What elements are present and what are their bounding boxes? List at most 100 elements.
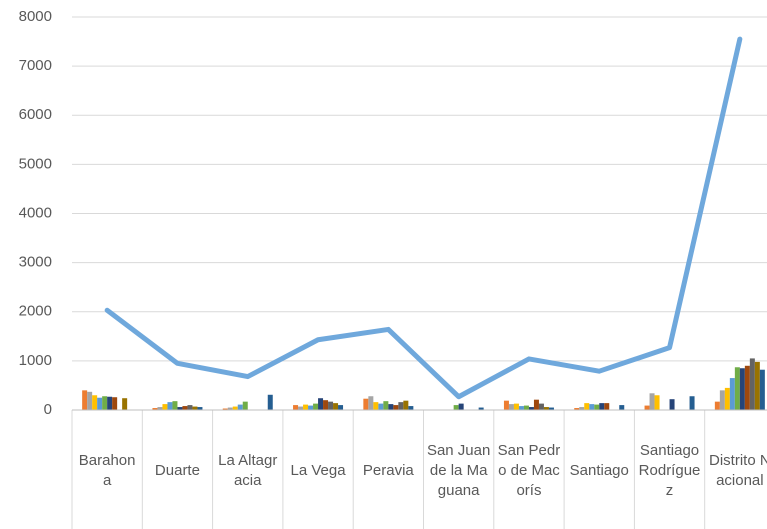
bar [508, 404, 514, 410]
bar [152, 408, 158, 410]
bar [308, 405, 314, 410]
bar [162, 404, 168, 410]
bar [584, 403, 590, 410]
bar [388, 404, 394, 410]
bar [383, 401, 389, 410]
bar [408, 406, 414, 410]
bar [729, 378, 735, 410]
bar [303, 404, 309, 410]
x-tick-label: Santiago [569, 461, 629, 479]
bar [528, 407, 534, 410]
bar [97, 397, 103, 410]
bar [734, 367, 740, 410]
y-tick-label: 5000 [19, 155, 52, 172]
bar [298, 406, 304, 410]
bar [378, 403, 384, 410]
bar [192, 406, 198, 410]
x-tick-label: San Pedro de Macorís [497, 441, 561, 499]
bar [759, 369, 765, 410]
bar [82, 390, 88, 410]
line [104, 36, 743, 400]
y-tick-label: 8000 [19, 8, 52, 25]
bar [458, 403, 464, 410]
bar [594, 404, 600, 410]
bar [654, 395, 660, 410]
y-tick-label: 4000 [19, 204, 52, 221]
x-tick-label: Duarte [154, 461, 200, 479]
bar [478, 407, 484, 410]
bar [579, 407, 585, 410]
bar [574, 408, 580, 410]
bar [503, 400, 509, 410]
bar [267, 394, 273, 410]
bar [313, 403, 319, 410]
bar [242, 401, 248, 410]
bar [92, 395, 98, 410]
bar [323, 400, 329, 410]
y-tick-label: 3000 [19, 254, 52, 271]
bar [227, 407, 233, 410]
y-tick-label: 1000 [19, 352, 52, 369]
bar [644, 405, 650, 410]
bar [197, 407, 203, 410]
bar [754, 361, 760, 410]
x-tick-label: Peravia [362, 461, 414, 479]
bar [222, 408, 228, 410]
bar [518, 406, 524, 410]
bar [112, 397, 118, 410]
bar [87, 391, 93, 410]
bar [328, 401, 334, 410]
x-tick-label: La Vega [290, 461, 346, 479]
bar [604, 403, 610, 410]
bar [338, 405, 344, 410]
bar [719, 390, 725, 410]
x-tick-label: Santiago Rodríguez [638, 441, 701, 499]
bar [293, 405, 299, 410]
bar [403, 400, 409, 410]
bar [649, 393, 655, 410]
bar [749, 358, 755, 410]
bar [122, 398, 128, 410]
bar [724, 387, 730, 410]
bar [172, 401, 178, 410]
bar [744, 365, 750, 410]
x-tick-label: Barahona [78, 451, 136, 489]
y-tick-label: 7000 [19, 57, 52, 74]
bar [599, 403, 605, 410]
y-tick-label: 0 [44, 401, 52, 418]
bar [548, 407, 554, 410]
bar [393, 405, 399, 410]
bar [669, 399, 675, 410]
bar [102, 396, 108, 410]
x-tick-label: Distrito Nacional [709, 451, 767, 489]
x-tick-label: La Altagracia [218, 451, 278, 489]
bar [107, 396, 113, 410]
bar [453, 405, 459, 410]
bar [513, 403, 519, 410]
bar [363, 398, 369, 410]
bar [373, 402, 379, 410]
bar [714, 401, 720, 410]
y-tick-label: 6000 [19, 106, 52, 123]
bar [739, 368, 745, 410]
y-tick-label: 2000 [19, 303, 52, 320]
bar [398, 402, 404, 410]
bar [187, 405, 193, 410]
bar [237, 404, 243, 410]
bar [368, 396, 374, 410]
bar [157, 407, 163, 410]
bar [318, 398, 324, 410]
bar [182, 406, 188, 410]
bar [232, 406, 238, 410]
bar [538, 403, 544, 410]
bar [619, 405, 625, 410]
bar [543, 407, 549, 410]
bar [523, 405, 529, 410]
bar [533, 399, 539, 410]
bar [689, 396, 695, 410]
x-tick-label: San Juan de la Maguana [426, 441, 491, 499]
bar [167, 402, 173, 410]
bar [333, 403, 339, 410]
